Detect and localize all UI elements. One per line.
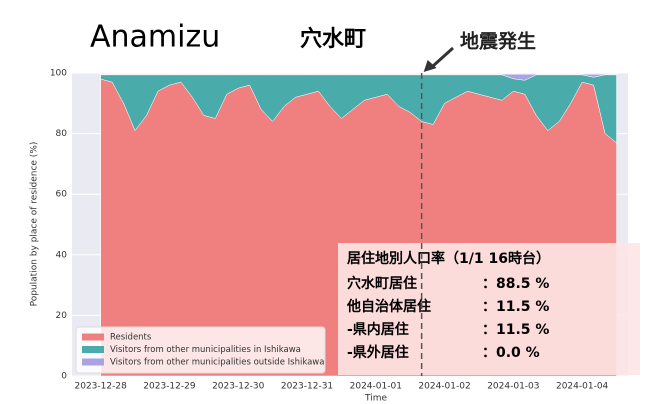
legend-swatch [82, 333, 104, 341]
x-tick-label: 2024-01-02 [418, 382, 470, 392]
y-tick-label: 0 [61, 372, 67, 382]
chart-title: Anamizu [90, 20, 220, 55]
info-value: ：11.5 % [482, 322, 549, 338]
x-tick-label: 2024-01-01 [350, 382, 402, 392]
event-label: 地震発生 [460, 30, 536, 53]
y-tick-label: 100 [50, 69, 67, 79]
info-value: ：88.5 % [482, 276, 549, 292]
x-axis-label: Time [364, 394, 387, 404]
info-box: 居住地別人口率（1/1 16時台） 穴水町居住 ：88.5 % 他自治体居住 ：11.5… [338, 243, 640, 375]
y-tick-label: 60 [56, 190, 68, 200]
y-tick-label: 20 [56, 311, 68, 321]
info-label: 穴水町居住 [347, 275, 417, 292]
x-tick-label: 2023-12-31 [281, 382, 333, 392]
x-tick-label: 2023-12-28 [75, 382, 128, 392]
legend-swatch [82, 346, 104, 353]
info-value: ：11.5 % [482, 299, 549, 315]
y-axis-label: Population by place of residence (%) [30, 142, 40, 307]
event-arrowhead [423, 60, 437, 72]
y-tick-label: 80 [56, 129, 68, 139]
legend: Residents Visitors from other municipalit… [75, 326, 326, 374]
y-tick-label: 40 [56, 250, 68, 260]
legend-label: Visitors from other municipalities outsi… [110, 358, 324, 368]
info-label: -県外居住 [347, 344, 409, 361]
x-tick-label: 2024-01-04 [556, 382, 609, 392]
area [100, 73, 617, 81]
legend-label: Visitors from other municipalities in Is… [110, 345, 301, 355]
info-title: 居住地別人口率（1/1 16時台） [347, 250, 550, 267]
x-tick-label: 2023-12-29 [143, 382, 196, 392]
info-label: 他自治体居住 [346, 298, 431, 315]
info-value: ：0.0 % [482, 345, 540, 361]
x-tick-label: 2023-12-30 [212, 382, 265, 392]
chart-subtitle: 穴水町 [300, 26, 366, 52]
info-label: -県内居住 [347, 321, 409, 338]
legend-box [75, 326, 326, 374]
legend-swatch [82, 358, 104, 366]
x-tick-label: 2024-01-03 [487, 382, 539, 392]
legend-label: Residents [110, 333, 152, 343]
info-background [338, 243, 640, 375]
